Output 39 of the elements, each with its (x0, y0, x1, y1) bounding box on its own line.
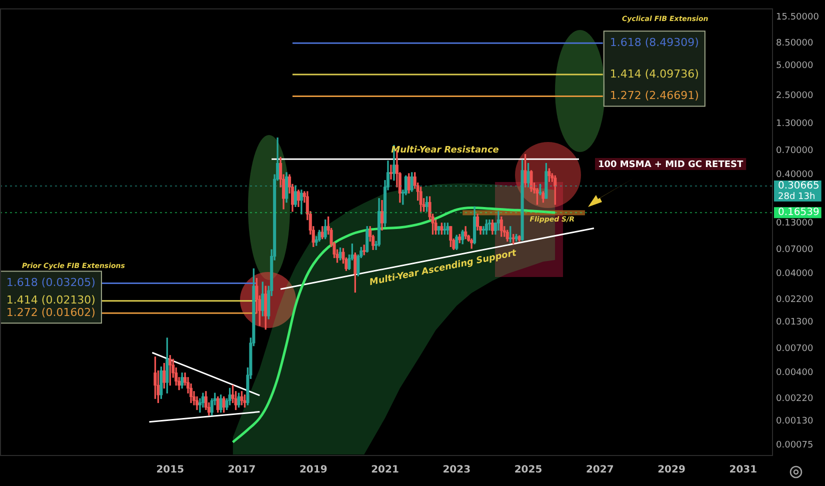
y-tick-label: 0.07000 (776, 244, 814, 255)
y-tick-label: 0.70000 (776, 146, 814, 156)
series-label: 1.618 (0.03205) (6, 276, 96, 290)
y-tick-label: 0.01300 (776, 317, 814, 328)
series-label: 1.414 (4.09736) (610, 67, 699, 80)
ref-line-label: 0.30665 (778, 180, 820, 192)
x-tick-label: 2023 (442, 464, 471, 476)
y-tick-label: 0.00075 (776, 440, 814, 450)
y-tick-label: 0.00700 (776, 344, 814, 354)
y-tick-label: 1.30000 (776, 119, 814, 130)
series-label: 1.618 (8.49309) (610, 36, 699, 49)
candlestick (389, 164, 393, 180)
series-label: 1.272 (2.46691) (610, 89, 699, 102)
y-tick-label: 8.50000 (776, 38, 814, 48)
y-tick-label: 0.40000 (776, 170, 814, 180)
y-tick-label: 0.13000 (776, 218, 814, 228)
x-tick-label: 2017 (228, 464, 256, 476)
y-tick-label: 0.04000 (776, 269, 814, 280)
annotation: 100 MSMA + MID GC RETEST (598, 160, 744, 170)
y-tick-label: 0.02200 (776, 294, 814, 305)
ref-line-label: 0.16539 (778, 207, 820, 218)
y-tick-label: 5.00000 (776, 61, 814, 72)
y-tick-label: 15.50000 (776, 12, 820, 23)
y-tick-label: 0.00400 (776, 368, 814, 378)
x-tick-label: 2031 (729, 464, 758, 476)
x-tick-label: 2019 (299, 464, 328, 476)
series-label: 1.414 (0.02130) (6, 294, 96, 307)
y-tick-label: 0.00220 (776, 394, 814, 404)
text: 28d 13h (778, 192, 816, 202)
x-tick-label: 2025 (514, 464, 542, 476)
series-label: 1.272 (0.01602) (6, 306, 96, 319)
candlestick (496, 211, 500, 231)
y-tick-label: 2.50000 (776, 91, 814, 102)
x-tick-label: 2027 (586, 464, 614, 476)
candlestick (488, 219, 491, 231)
x-tick-label: 2015 (156, 464, 184, 476)
x-tick-label: 2021 (371, 464, 399, 476)
x-tick-label: 2029 (658, 464, 686, 476)
y-tick-label: 0.00130 (776, 416, 814, 427)
